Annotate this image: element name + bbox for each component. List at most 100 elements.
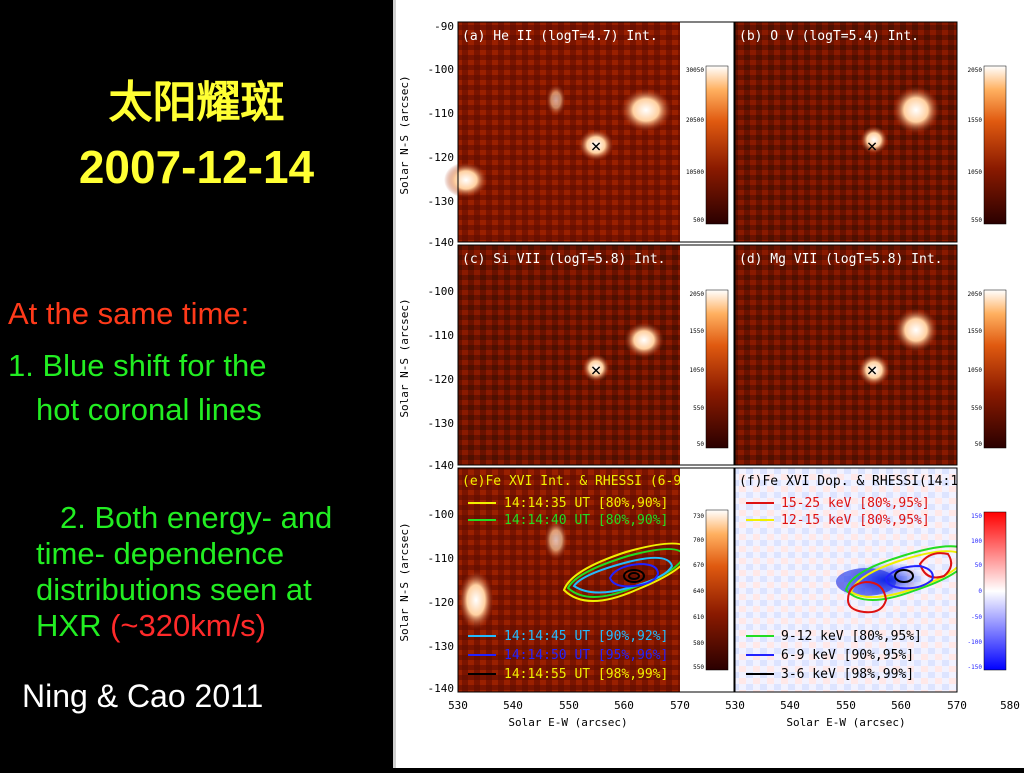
panel-d-cbar-tick: 50 bbox=[975, 441, 983, 448]
y-tick-label: -100 bbox=[428, 508, 455, 521]
panel-f-cbar-tick: -100 bbox=[968, 639, 983, 646]
slide-date: 2007-12-14 bbox=[78, 141, 315, 193]
panel-d-bright-kernel bbox=[858, 354, 890, 386]
y-tick-label: -120 bbox=[428, 373, 455, 386]
panel-f-cbar-tick: -150 bbox=[968, 664, 983, 671]
panel-f-colorbar bbox=[983, 511, 1007, 671]
x-tick-label: 570 bbox=[947, 699, 967, 712]
point-2-line-3: distributions seen at bbox=[36, 572, 312, 607]
panel-c-bright-kernel bbox=[582, 354, 610, 382]
panel-a-bright-patch bbox=[620, 88, 672, 132]
panel-c-cbar-tick: 50 bbox=[697, 441, 705, 448]
y-tick-label: -100 bbox=[428, 285, 455, 298]
point-2-line-2: time- dependence bbox=[36, 536, 285, 571]
panel-b-colorbar bbox=[983, 65, 1007, 225]
panel-f-cbar-tick: 50 bbox=[975, 562, 983, 569]
panel-f-legend-item: 6-9 keV [90%,95%] bbox=[781, 648, 914, 663]
point-1-line-1: 1. Blue shift for the bbox=[8, 348, 267, 383]
x-tick-label: 560 bbox=[614, 699, 634, 712]
y-axis-label: Solar N-S (arcsec) bbox=[398, 298, 411, 417]
y-tick-label: -130 bbox=[428, 640, 455, 653]
panel-e-legend-item: 14:14:50 UT [95%,96%] bbox=[504, 648, 668, 663]
panel-c-marker-icon: × bbox=[591, 360, 602, 381]
point-1-line-2: hot coronal lines bbox=[36, 392, 262, 427]
x-tick-label: 530 bbox=[725, 699, 745, 712]
panel-d-cbar-tick: 1550 bbox=[968, 328, 983, 335]
panel-a-cbar-tick: 20500 bbox=[686, 117, 704, 124]
panel-d-colorbar bbox=[983, 289, 1007, 449]
panel-a-marker-icon: × bbox=[591, 136, 602, 157]
y-tick-label: -140 bbox=[428, 236, 455, 249]
point-2-speed: (~320km/s) bbox=[110, 608, 266, 643]
panel-c-colorbar bbox=[705, 289, 729, 449]
panel-c-bright-patch bbox=[624, 322, 664, 358]
panel-e-legend-item: 14:14:35 UT [80%,90%] bbox=[504, 496, 668, 511]
panel-e-colorbar bbox=[705, 509, 729, 671]
panel-f-legend-top: 15-25 keV [80%,95%] 12-15 keV [80%,95%] bbox=[746, 496, 930, 528]
y-tick-label: -140 bbox=[428, 682, 455, 695]
point-2: 2. Both energy- and time- dependence dis… bbox=[36, 500, 406, 644]
panel-e-legend-bottom: 14:14:45 UT [90%,92%] 14:14:50 UT [95%,9… bbox=[468, 629, 668, 682]
panel-d-marker-icon: × bbox=[867, 360, 878, 381]
panel-e-cbar-tick: 580 bbox=[693, 640, 704, 647]
panel-e-cbar-tick: 730 bbox=[693, 513, 704, 520]
point-2-line-4: HXR (~320km/s) bbox=[36, 608, 406, 644]
panel-b-bright-kernel bbox=[860, 126, 888, 154]
panel-b-bright-patch bbox=[892, 86, 940, 134]
panel-f-label: (f)Fe XVI Dop. & RHESSI(14:14:44) bbox=[739, 474, 997, 489]
slide-title: 太阳耀斑 bbox=[108, 77, 285, 128]
panel-b-cbar-tick: 2050 bbox=[968, 67, 983, 74]
y-tick-label: -120 bbox=[428, 151, 455, 164]
panel-f-legend-item: 3-6 keV [98%,99%] bbox=[781, 667, 914, 682]
panel-d-cbar-tick: 1050 bbox=[968, 367, 983, 374]
panel-b-marker-icon: × bbox=[867, 136, 878, 157]
y-tick-label: -100 bbox=[428, 63, 455, 76]
panel-e-legend-item: 14:14:40 UT [80%,90%] bbox=[504, 513, 668, 528]
panel-a-cbar-tick: 10500 bbox=[686, 169, 704, 176]
panel-e-cbar-tick: 700 bbox=[693, 537, 704, 544]
y-axis-label: Solar N-S (arcsec) bbox=[398, 75, 411, 194]
panel-e-loop bbox=[544, 520, 568, 560]
panel-a-bright-left bbox=[444, 162, 488, 198]
panel-c-cbar-tick: 550 bbox=[693, 405, 704, 412]
panel-a-cbar-tick: 500 bbox=[693, 217, 704, 224]
panel-a-loop bbox=[546, 84, 566, 116]
point-2-line-1: 2. Both energy- and bbox=[60, 500, 333, 535]
text-panel: 太阳耀斑 2007-12-14 At the same time: 1. Blu… bbox=[0, 0, 393, 768]
panel-c-cbar-tick: 1550 bbox=[690, 328, 705, 335]
panel-f-cbar-tick: 0 bbox=[978, 588, 982, 595]
panel-d-label: (d) Mg VII (logT=5.8) Int. bbox=[739, 252, 943, 267]
panel-a-image bbox=[458, 22, 680, 242]
panel-d-image bbox=[735, 245, 957, 465]
panel-c-cbar-tick: 2050 bbox=[690, 291, 705, 298]
panel-c-cbar-tick: 1050 bbox=[690, 367, 705, 374]
panel-a-cbar-tick: 30050 bbox=[686, 67, 704, 74]
panel-e-legend-top: 14:14:35 UT [80%,90%] 14:14:40 UT [80%,9… bbox=[468, 496, 668, 528]
panel-f-cbar-tick: -50 bbox=[971, 614, 982, 621]
panel-c-label: (c) Si VII (logT=5.8) Int. bbox=[462, 252, 666, 267]
point-2-hxr: HXR bbox=[36, 608, 111, 643]
panel-e-cbar-tick: 610 bbox=[693, 614, 704, 621]
panel-f-legend-bottom: 9-12 keV [80%,95%] 6-9 keV [90%,95%] 3-6… bbox=[746, 629, 922, 682]
x-tick-label: 560 bbox=[891, 699, 911, 712]
panel-b-cbar-tick: 1550 bbox=[968, 117, 983, 124]
y-tick-label: -120 bbox=[428, 596, 455, 609]
panel-f-cbar-tick: 150 bbox=[971, 513, 982, 520]
panel-a-bright-kernel bbox=[578, 129, 614, 161]
y-tick-label: -140 bbox=[428, 459, 455, 472]
y-tick-label: -90 bbox=[434, 20, 454, 33]
x-tick-label: 570 bbox=[670, 699, 690, 712]
panel-a-label: (a) He II (logT=4.7) Int. bbox=[462, 29, 658, 44]
panel-e-legend-item: 14:14:45 UT [90%,92%] bbox=[504, 629, 668, 644]
heading-same-time: At the same time: bbox=[8, 296, 250, 331]
x-axis-label: Solar E-W (arcsec) bbox=[508, 716, 627, 729]
panel-e-cbar-tick: 550 bbox=[693, 664, 704, 671]
panel-d-cbar-tick: 2050 bbox=[968, 291, 983, 298]
citation: Ning & Cao 2011 bbox=[22, 678, 264, 714]
y-tick-label: -110 bbox=[428, 552, 455, 565]
x-tick-label: 550 bbox=[559, 699, 579, 712]
y-tick-label: -110 bbox=[428, 329, 455, 342]
panel-b-label: (b) O V (logT=5.4) Int. bbox=[739, 29, 919, 44]
panel-e-legend-item: 14:14:55 UT [98%,99%] bbox=[504, 667, 668, 682]
panel-e-label: (e)Fe XVI Int. & RHESSI (6-9 keV) bbox=[462, 474, 720, 489]
